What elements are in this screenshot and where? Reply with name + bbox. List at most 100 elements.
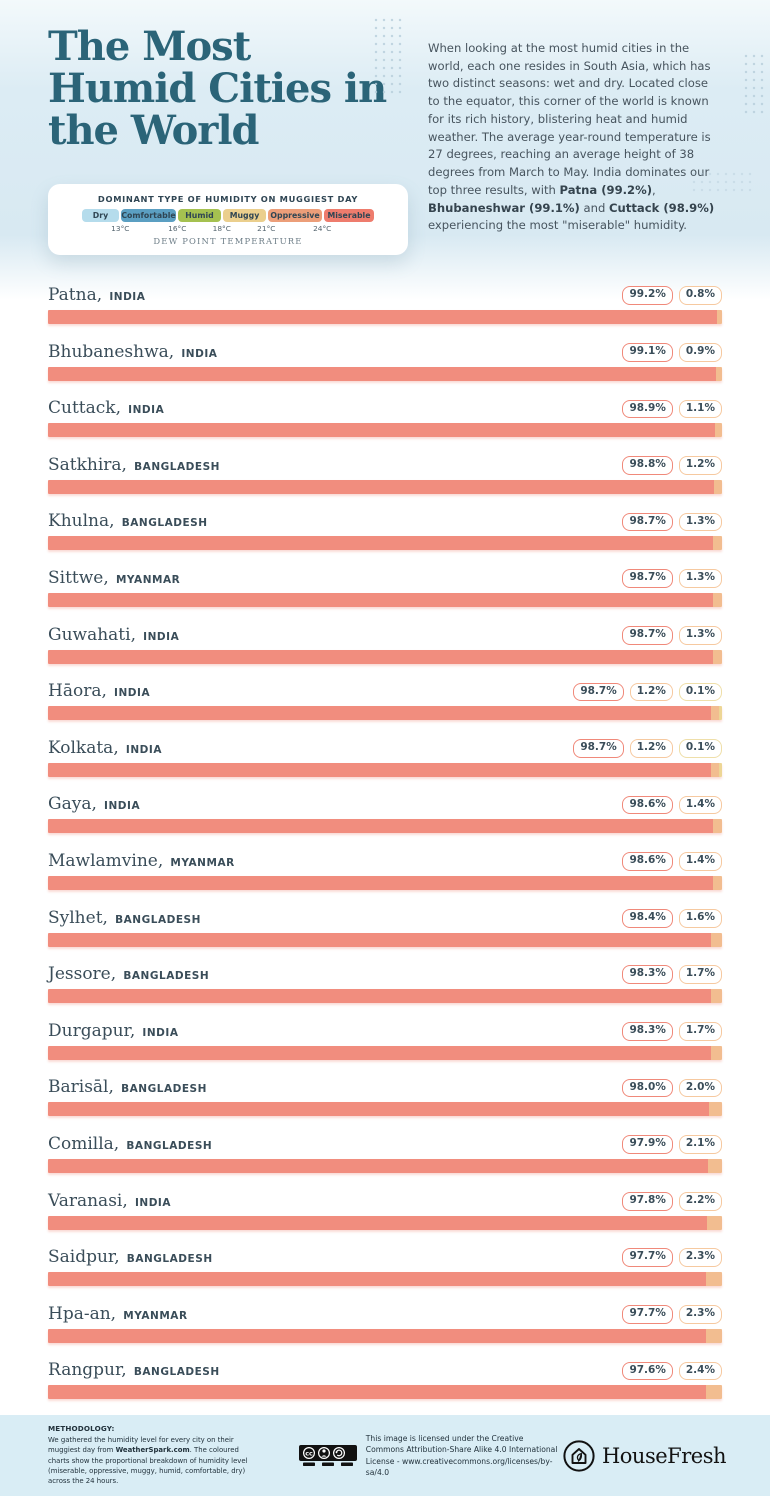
badge-miserable-percentage: 98.7%	[573, 739, 624, 758]
footer: METHODOLOGY: We gathered the humidity le…	[0, 1415, 770, 1496]
badge-oppressive-percentage: 1.7%	[678, 965, 722, 985]
badge-oppressive-percentage: 2.4%	[678, 1361, 722, 1381]
housefresh-logo-text: HouseFresh	[601, 1443, 727, 1468]
city-row: Barisāl, BANGLADESH 98.0% 2.0%	[48, 1074, 722, 1117]
percentage-badges: 98.7% 1.3%	[622, 512, 722, 532]
legend-temp-tick: 24°C	[313, 224, 332, 233]
badge-oppressive-percentage: 1.4%	[678, 852, 722, 871]
percentage-badges: 97.9% 2.1%	[622, 1135, 722, 1154]
license-text: This image is licensed under the Creativ…	[365, 1433, 558, 1477]
bar-segment-oppressive	[705, 1385, 722, 1400]
percentage-badges: 98.3% 1.7%	[622, 965, 722, 985]
percentage-badges: 98.3% 1.7%	[622, 1022, 722, 1041]
bar-segment-oppressive	[710, 989, 722, 1004]
dot-pattern-decoration	[690, 170, 754, 196]
legend-temp-tick: 21°C	[257, 224, 276, 233]
bar-segment-miserable	[48, 1328, 707, 1343]
city-name: Kolkata,	[48, 737, 119, 758]
bar-segment-oppressive	[714, 423, 722, 438]
housefresh-logo-icon	[563, 1439, 595, 1472]
city-label: Guwahati, INDIA	[48, 625, 179, 645]
city-name: Sittwe,	[48, 567, 109, 588]
badge-miserable-percentage: 98.8%	[622, 456, 673, 475]
bar-segment-miserable	[48, 1102, 709, 1117]
bar-segment-miserable	[48, 1272, 707, 1287]
humidity-breakdown-bar	[48, 592, 722, 607]
badge-miserable-percentage: 99.1%	[622, 342, 673, 362]
city-label: Bhubaneshwa, INDIA	[48, 342, 217, 362]
bar-segment-miserable	[48, 932, 712, 947]
city-name: Rangpur,	[48, 1360, 127, 1381]
country-name: BANGLADESH	[129, 1366, 220, 1379]
city-label: Sylhet, BANGLADESH	[48, 908, 201, 928]
city-row: Saidpur, BANGLADESH 97.7% 2.3%	[48, 1244, 722, 1287]
city-row: Jessore, BANGLADESH 98.3% 1.7%	[48, 961, 722, 1004]
country-name: INDIA	[123, 404, 165, 417]
percentage-badges: 99.1% 0.9%	[622, 342, 722, 362]
bar-segment-oppressive	[713, 536, 722, 551]
city-name: Sylhet,	[48, 907, 108, 928]
legend-card: DOMINANT TYPE OF HUMIDITY ON MUGGIEST DA…	[48, 184, 408, 255]
city-label: Khulna, BANGLADESH	[48, 511, 208, 531]
badge-miserable-percentage: 98.3%	[622, 965, 673, 985]
humidity-breakdown-bar	[48, 1328, 722, 1343]
city-label: Satkhira, BANGLADESH	[48, 455, 220, 475]
bar-segment-miserable	[48, 536, 714, 551]
humidity-breakdown-bar	[48, 932, 722, 947]
badge-miserable-percentage: 97.9%	[622, 1135, 673, 1154]
bar-segment-oppressive	[713, 592, 722, 607]
country-name: INDIA	[177, 347, 218, 360]
humidity-breakdown-bar	[48, 989, 722, 1004]
bar-segment-muggy	[719, 762, 722, 777]
bar-segment-miserable	[48, 1385, 706, 1400]
country-name: INDIA	[130, 1196, 172, 1209]
badge-oppressive-percentage: 1.6%	[678, 908, 722, 928]
humidity-breakdown-bar	[48, 366, 722, 381]
city-label: Sittwe, MYANMAR	[48, 568, 180, 588]
city-label: Rangpur, BANGLADESH	[48, 1360, 220, 1380]
country-name: INDIA	[109, 687, 151, 700]
legend-segment-oppressive: Oppressive	[268, 209, 322, 222]
badge-miserable-percentage: 98.7%	[573, 682, 624, 702]
humidity-breakdown-bar	[48, 536, 722, 551]
country-name: INDIA	[105, 291, 146, 303]
city-label: Jessore, BANGLADESH	[48, 964, 209, 984]
percentage-badges: 98.7% 1.2% 0.1%	[573, 739, 722, 758]
bar-segment-miserable	[48, 706, 711, 721]
city-name: Barisāl,	[48, 1077, 114, 1098]
percentage-badges: 97.7% 2.3%	[622, 1305, 722, 1324]
badge-miserable-percentage: 98.0%	[622, 1078, 673, 1098]
percentage-badges: 98.9% 1.1%	[622, 399, 722, 419]
bar-segment-oppressive	[706, 1328, 722, 1343]
city-label: Patna, INDIA	[48, 285, 145, 305]
methodology-text: We gathered the humidity level for every…	[48, 1436, 248, 1486]
country-name: BANGLADESH	[110, 913, 201, 926]
legend-segment-muggy: Muggy	[223, 209, 266, 222]
legend-temperature-ticks: 13°C 16°C 18°C 21°C 24°C	[82, 224, 374, 233]
city-row: Varanasi, INDIA 97.8% 2.2%	[48, 1188, 722, 1230]
city-row: Satkhira, BANGLADESH 98.8% 1.2%	[48, 452, 722, 494]
badge-miserable-percentage: 98.6%	[622, 852, 673, 871]
bar-segment-oppressive	[710, 706, 719, 721]
bar-segment-oppressive	[707, 1158, 722, 1173]
percentage-badges: 98.4% 1.6%	[622, 908, 722, 928]
bar-segment-miserable	[48, 649, 714, 664]
percentage-badges: 97.7% 2.3%	[622, 1248, 722, 1268]
humidity-breakdown-bar	[48, 479, 722, 494]
badge-miserable-percentage: 98.7%	[622, 625, 673, 645]
bar-segment-oppressive	[711, 932, 722, 947]
city-label: Hpa-an, MYANMAR	[48, 1304, 188, 1324]
badge-miserable-percentage: 98.6%	[622, 795, 673, 815]
city-label: Mawlamvine, MYANMAR	[48, 851, 235, 871]
bar-segment-oppressive	[708, 1102, 722, 1117]
bar-segment-miserable	[48, 989, 711, 1004]
bar-segment-miserable	[48, 592, 714, 607]
badge-oppressive-percentage: 0.8%	[678, 286, 722, 305]
bar-segment-miserable	[48, 479, 714, 494]
badge-miserable-percentage: 98.7%	[622, 512, 673, 532]
bar-segment-miserable	[48, 310, 717, 324]
legend-axis-label: DEW POINT TEMPERATURE	[153, 236, 303, 246]
badge-miserable-percentage: 98.4%	[622, 908, 673, 928]
city-row: Gaya, INDIA 98.6% 1.4%	[48, 791, 722, 834]
city-name: Bhubaneshwa,	[48, 341, 175, 362]
